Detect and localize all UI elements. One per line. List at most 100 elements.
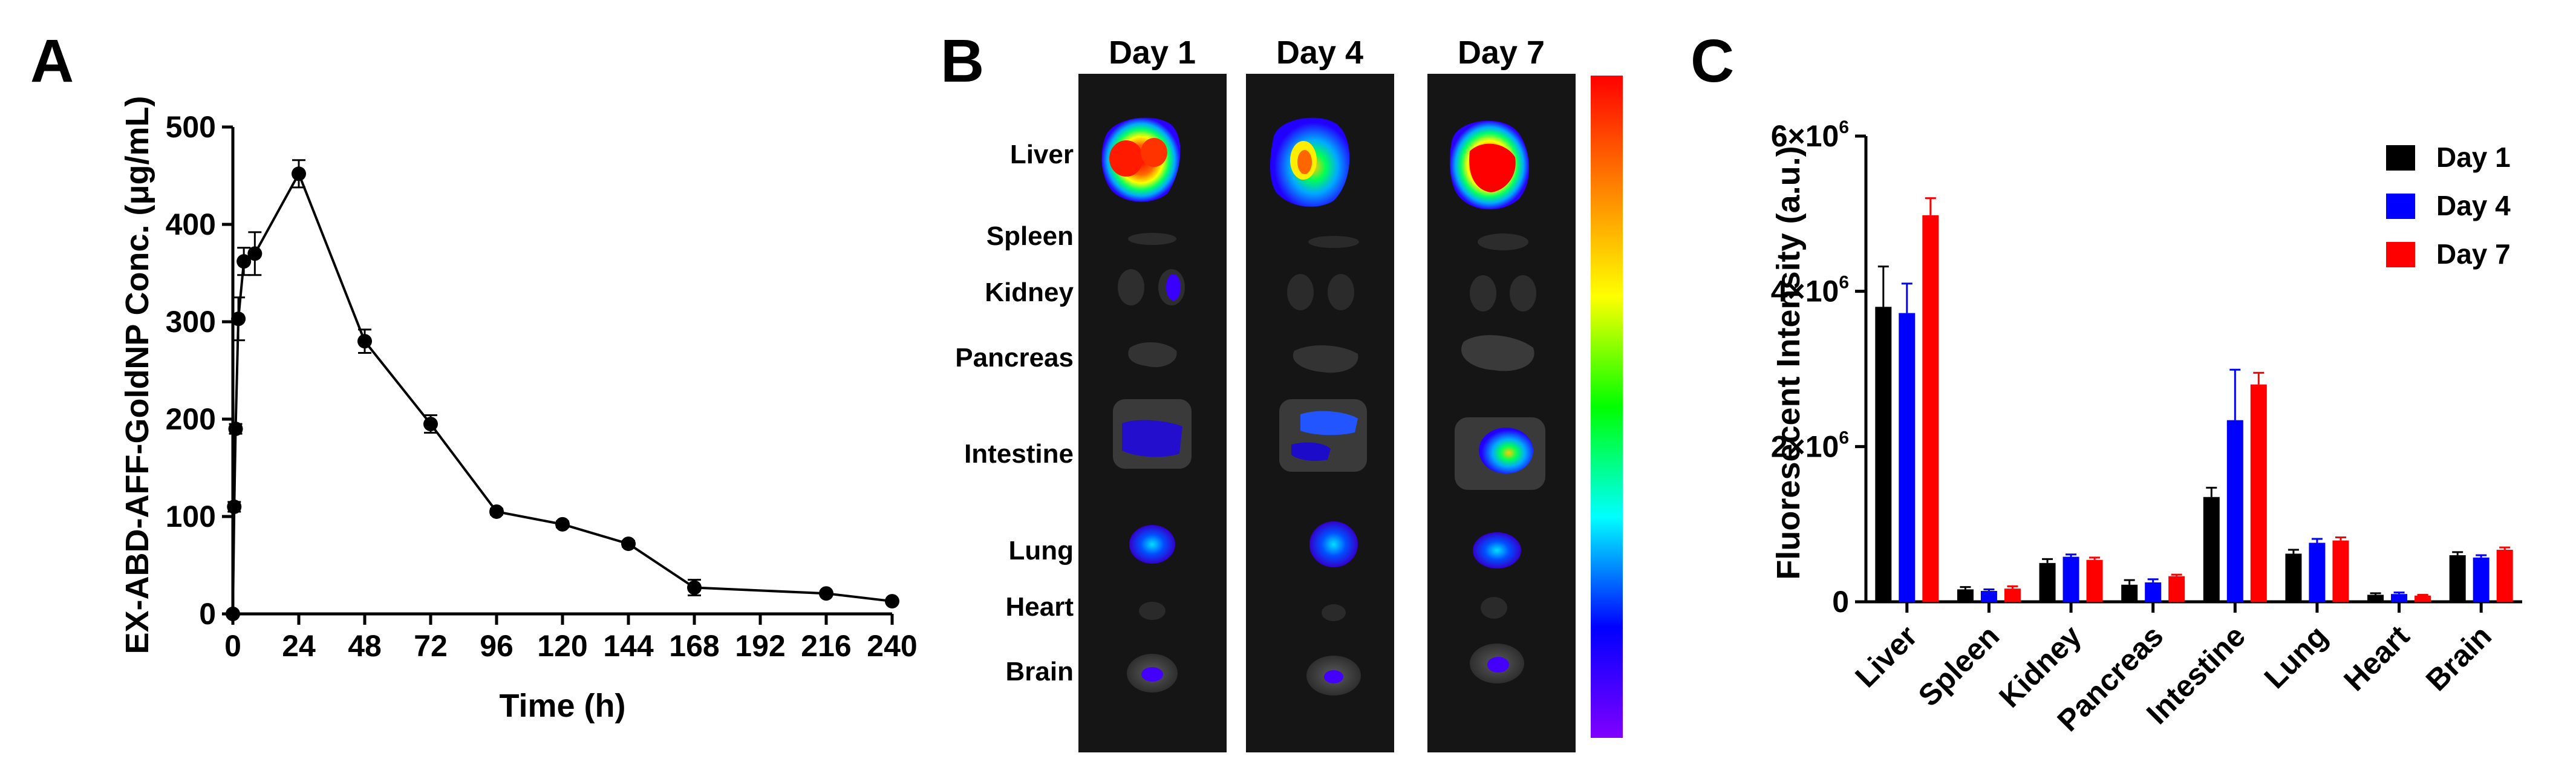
day4-brain-signal <box>1324 670 1343 683</box>
c-x-tick-label: Heart <box>2337 619 2416 697</box>
c-bar <box>2168 576 2185 602</box>
c-bar <box>2332 540 2349 602</box>
day1-intestine-signal <box>1122 420 1182 457</box>
panel-a: A 0 100 200 300 400 500 0 24 48 72 96 120 144 168 192 2… <box>30 27 918 724</box>
c-bar <box>2415 595 2431 602</box>
c-bar <box>2062 556 2079 602</box>
a-y-tick-label: 400 <box>166 207 216 241</box>
organ-label-kidney: Kidney <box>985 278 1074 307</box>
a-x-tick-label: 144 <box>603 629 654 663</box>
day4-spleen <box>1308 236 1359 248</box>
a-data-point <box>227 499 242 514</box>
panel-a-series <box>226 159 899 621</box>
day1-liver-core <box>1109 140 1143 177</box>
legend-swatch-1 <box>2386 145 2415 171</box>
c-bar <box>2145 582 2162 602</box>
day1-heart <box>1139 602 1166 620</box>
day7-kidney-right <box>1510 275 1536 311</box>
c-y-tick-label: 4×106 <box>1771 273 1849 308</box>
legend-swatch-3 <box>2386 242 2415 267</box>
a-x-tick-label: 72 <box>414 629 448 663</box>
c-bar <box>2250 384 2267 602</box>
panel-letter-a: A <box>30 27 74 95</box>
day4-kidney-left <box>1287 274 1314 310</box>
a-data-point <box>423 417 438 432</box>
panel-b-organ-labels: Liver Spleen Kidney Pancreas Intestine Lung He… <box>955 140 1074 686</box>
panel-letter-b: B <box>941 27 984 95</box>
a-x-tick-label: 24 <box>282 629 316 663</box>
c-bar <box>2226 420 2243 602</box>
a-y-tick-label: 100 <box>166 500 216 533</box>
panel-b: B Day 1 Day 4 Day 7 Liver Spleen Kidney Pancr… <box>941 27 1623 752</box>
c-y-tick-label: 6×106 <box>1771 117 1849 153</box>
day1-lung <box>1129 525 1175 564</box>
day7-liver-core <box>1469 143 1516 192</box>
c-bar <box>2367 595 2384 602</box>
c-bar <box>2473 557 2490 602</box>
c-y-tick-label: 2×106 <box>1771 428 1849 463</box>
legend-swatch-2 <box>2386 194 2415 219</box>
organ-label-liver: Liver <box>1010 140 1074 169</box>
day1-pancreas <box>1128 342 1177 368</box>
panel-b-day-titles: Day 1 Day 4 Day 7 <box>1109 34 1545 71</box>
a-data-point <box>621 536 636 552</box>
day-title-1: Day 1 <box>1109 34 1196 71</box>
organ-label-intestine: Intestine <box>964 439 1074 469</box>
c-bar <box>2391 594 2408 602</box>
panel-a-x-axis-title: Time (h) <box>499 688 625 724</box>
panel-a-y-axis-title: EX-ABD-AFF-GoldNP Conc. (μg/mL) <box>119 96 155 654</box>
day-title-3: Day 7 <box>1458 34 1545 71</box>
a-y-tick-label: 0 <box>199 597 216 631</box>
a-x-tick-label: 168 <box>669 629 719 663</box>
organ-label-heart: Heart <box>1006 592 1074 622</box>
c-bar <box>2203 497 2220 602</box>
day7-brain-signal <box>1487 657 1509 673</box>
day4-lung <box>1309 521 1358 567</box>
a-x-tick-label: 48 <box>348 629 382 663</box>
a-x-tick-label: 216 <box>801 629 851 663</box>
c-bar <box>2449 555 2466 602</box>
a-x-tick-label: 192 <box>735 629 785 663</box>
day7-lung <box>1473 532 1521 569</box>
panel-c-bars <box>1875 197 2513 602</box>
day7-pancreas <box>1461 335 1534 371</box>
day-title-2: Day 4 <box>1276 34 1363 71</box>
colorbar <box>1591 76 1623 738</box>
a-data-point <box>231 311 246 327</box>
day4-intestine-signal2 <box>1291 442 1331 461</box>
day4-liver-core2 <box>1297 150 1312 174</box>
a-x-tick-label: 96 <box>480 629 514 663</box>
day4-heart <box>1322 604 1346 621</box>
a-data-point <box>555 517 570 532</box>
c-y-tick-label: 0 <box>1832 585 1849 619</box>
c-bar <box>2086 559 2103 602</box>
a-data-point <box>226 607 240 621</box>
panel-b-images <box>1078 74 1576 752</box>
a-data-point <box>228 422 243 437</box>
c-bar <box>1922 215 1939 602</box>
organ-label-pancreas: Pancreas <box>955 343 1074 373</box>
a-data-point <box>292 166 306 181</box>
day1-kidney-left <box>1118 269 1144 305</box>
organ-label-spleen: Spleen <box>986 221 1074 251</box>
day4-kidney-right <box>1328 274 1354 310</box>
c-bar <box>1899 313 1916 602</box>
a-series-line <box>232 171 893 614</box>
panel-letter-c: C <box>1691 27 1734 95</box>
day1-spleen <box>1128 233 1176 245</box>
legend-label-2: Day 4 <box>2436 190 2511 221</box>
c-bar <box>2004 588 2021 602</box>
panel-c-legend: Day 1 Day 4 Day 7 <box>2386 142 2511 270</box>
c-bar <box>2309 543 2326 602</box>
day4-pancreas <box>1293 345 1358 373</box>
a-y-tick-label: 200 <box>166 402 216 436</box>
a-data-point <box>357 334 372 349</box>
day1-liver-core2 <box>1141 138 1167 167</box>
day4-intestine <box>1279 399 1367 472</box>
c-x-tick-label: Lung <box>2258 619 2334 695</box>
legend-label-3: Day 7 <box>2436 238 2511 270</box>
a-data-point <box>819 586 833 601</box>
a-y-tick-label: 500 <box>166 110 216 144</box>
organ-label-brain: Brain <box>1006 657 1074 686</box>
c-bar <box>2285 553 2302 602</box>
